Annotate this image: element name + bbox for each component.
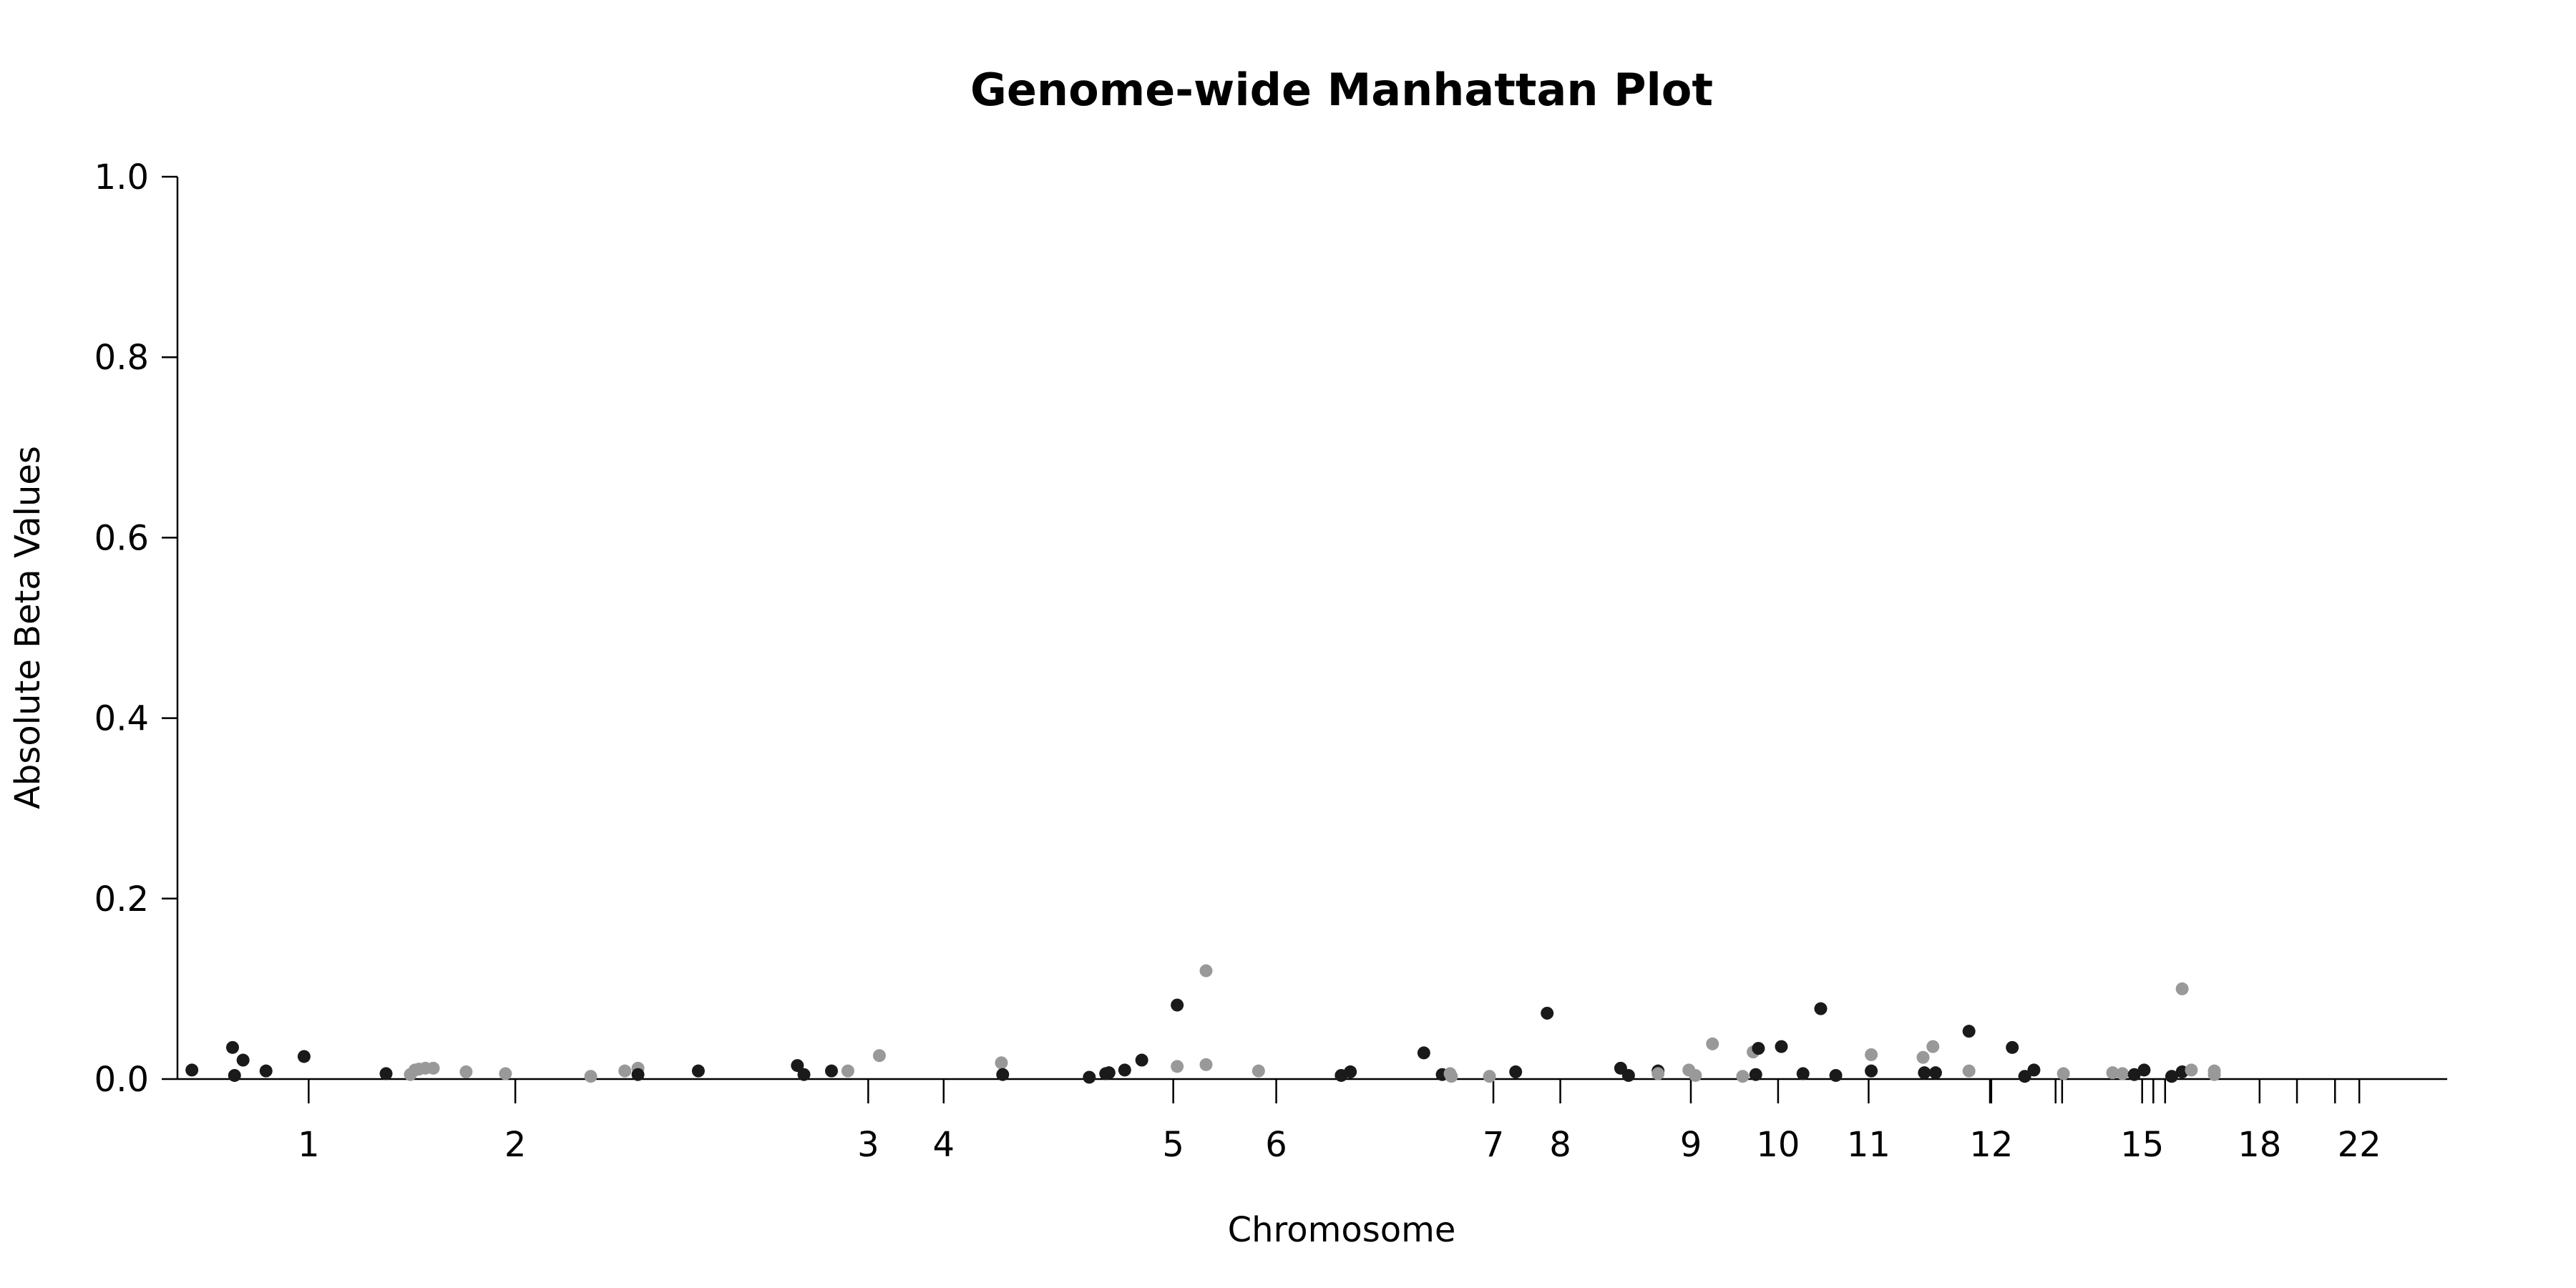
data-point xyxy=(1918,1066,1931,1080)
y-tick-label: 1.0 xyxy=(94,157,149,197)
y-tick-label: 0.0 xyxy=(94,1060,149,1100)
data-point xyxy=(2127,1068,2141,1081)
data-point xyxy=(1752,1042,1765,1055)
data-point xyxy=(1796,1067,1810,1080)
data-point xyxy=(797,1068,811,1081)
data-point xyxy=(1171,998,1184,1012)
data-point xyxy=(1962,1064,1976,1078)
data-point xyxy=(1775,1040,1788,1053)
data-point xyxy=(1928,1066,1942,1080)
x-tick-label: 6 xyxy=(1265,1125,1287,1165)
data-point xyxy=(2185,1063,2198,1077)
data-point xyxy=(1252,1064,1265,1078)
data-point xyxy=(228,1068,241,1082)
data-point xyxy=(1541,1006,1554,1020)
data-point xyxy=(297,1050,311,1063)
data-point xyxy=(2006,1040,2019,1054)
y-axis: 0.0 0.2 0.4 0.6 0.8 1.0 xyxy=(94,157,179,1100)
data-point xyxy=(1652,1067,1665,1080)
x-tick-label: 10 xyxy=(1756,1125,1800,1165)
data-point xyxy=(1118,1063,1131,1077)
x-tick-label: 4 xyxy=(933,1125,955,1165)
x-tick-label: 7 xyxy=(1483,1125,1505,1165)
x-tick-label: 5 xyxy=(1162,1125,1184,1165)
data-point xyxy=(1102,1066,1116,1080)
data-point xyxy=(2207,1064,2221,1078)
x-tick-label: 8 xyxy=(1549,1125,1571,1165)
data-point xyxy=(1736,1070,1750,1083)
data-point xyxy=(872,1049,886,1063)
data-point xyxy=(825,1064,839,1078)
y-tick-label: 0.6 xyxy=(94,518,149,558)
data-point xyxy=(499,1067,512,1080)
data-point xyxy=(618,1064,632,1078)
data-point xyxy=(226,1040,240,1054)
x-axis-label: Chromosome xyxy=(1228,1210,1456,1250)
data-point xyxy=(1417,1046,1430,1060)
data-point xyxy=(1865,1064,1878,1078)
data-point xyxy=(2116,1067,2129,1080)
data-point xyxy=(1199,964,1213,977)
data-point xyxy=(1344,1065,1357,1078)
x-tick-label: 12 xyxy=(1969,1125,2013,1165)
data-point xyxy=(1749,1068,1762,1081)
data-point xyxy=(1916,1050,1930,1064)
data-point xyxy=(996,1068,1010,1081)
x-tick-label: 3 xyxy=(857,1125,879,1165)
data-point xyxy=(1706,1037,1719,1050)
data-point xyxy=(236,1053,250,1067)
data-points xyxy=(185,964,2221,1084)
x-tick-label: 15 xyxy=(2120,1125,2164,1165)
data-point xyxy=(459,1065,473,1078)
x-tick-label: 22 xyxy=(2338,1125,2381,1165)
data-point xyxy=(1135,1053,1148,1067)
data-point xyxy=(1083,1070,1096,1084)
data-point xyxy=(691,1064,705,1078)
chart-title: Genome-wide Manhattan Plot xyxy=(970,64,1713,116)
data-point xyxy=(631,1068,645,1081)
data-point xyxy=(426,1061,440,1075)
data-point xyxy=(2027,1063,2041,1077)
x-tick-label: 2 xyxy=(504,1125,527,1165)
data-point xyxy=(1483,1070,1496,1083)
x-axis: 1 2 3 4 5 6 7 8 9 10 11 12 15 18 22 xyxy=(177,1078,2447,1165)
y-tick-label: 0.8 xyxy=(94,338,149,378)
data-point xyxy=(2057,1067,2070,1080)
x-tick-label: 1 xyxy=(298,1125,320,1165)
x-tick-label: 9 xyxy=(1680,1125,1702,1165)
data-point xyxy=(2175,982,2189,995)
data-point xyxy=(259,1064,273,1078)
data-point xyxy=(2018,1070,2031,1083)
data-point xyxy=(1621,1068,1635,1082)
x-tick-label: 11 xyxy=(1847,1125,1890,1165)
x-tick-label: 18 xyxy=(2238,1125,2281,1165)
data-point xyxy=(2165,1070,2178,1083)
data-point xyxy=(1509,1065,1523,1078)
data-point xyxy=(1962,1025,1976,1038)
data-point xyxy=(1814,1002,1828,1015)
y-tick-label: 0.2 xyxy=(94,879,149,919)
data-point xyxy=(2106,1066,2119,1080)
data-point xyxy=(1865,1048,1878,1061)
data-point xyxy=(2137,1063,2151,1077)
data-point xyxy=(1199,1058,1213,1071)
data-point xyxy=(379,1067,393,1080)
y-tick-label: 0.4 xyxy=(94,699,149,739)
data-point xyxy=(1689,1068,1702,1082)
data-point xyxy=(1829,1068,1843,1082)
data-point xyxy=(185,1063,199,1077)
data-point xyxy=(1926,1040,1940,1053)
data-point xyxy=(995,1056,1008,1070)
data-point xyxy=(841,1064,854,1078)
data-point xyxy=(791,1059,804,1073)
data-point xyxy=(1445,1070,1458,1083)
data-point xyxy=(1171,1060,1184,1073)
data-point xyxy=(584,1070,597,1083)
y-axis-label: Absolute Beta Values xyxy=(8,446,48,809)
